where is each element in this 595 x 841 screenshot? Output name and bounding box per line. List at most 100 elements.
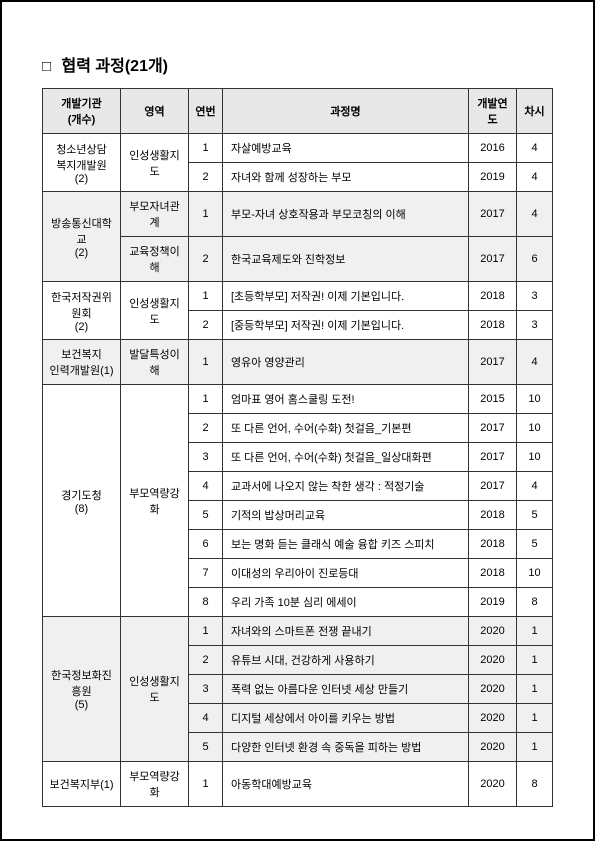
- cell-num: 1: [189, 340, 223, 385]
- cell-area: 인성생활지도: [121, 617, 189, 762]
- cell-course-name: 기적의 밥상머리교육: [223, 501, 469, 530]
- cell-time: 1: [517, 733, 553, 762]
- cell-num: 3: [189, 675, 223, 704]
- header-time: 차시: [517, 89, 553, 134]
- cell-year: 2017: [469, 472, 517, 501]
- cell-time: 3: [517, 282, 553, 311]
- cell-num: 1: [189, 192, 223, 237]
- cell-time: 10: [517, 414, 553, 443]
- cell-inst: 보건복지부(1): [43, 762, 121, 807]
- header-num: 연번: [189, 89, 223, 134]
- cell-area: 부모역량강화: [121, 385, 189, 617]
- cell-year: 2020: [469, 704, 517, 733]
- cell-year: 2020: [469, 675, 517, 704]
- cell-num: 1: [189, 282, 223, 311]
- cell-time: 10: [517, 385, 553, 414]
- cell-inst: 보건복지인력개발원(1): [43, 340, 121, 385]
- table-header-row: 개발기관(개수) 영역 연번 과정명 개발연도 차시: [43, 89, 553, 134]
- cell-num: 2: [189, 311, 223, 340]
- table-row: 방송통신대학교(2)부모자녀관계1부모-자녀 상호작용과 부모코칭의 이해201…: [43, 192, 553, 237]
- cell-area: 부모역량강화: [121, 762, 189, 807]
- cell-area: 부모자녀관계: [121, 192, 189, 237]
- cell-num: 1: [189, 134, 223, 163]
- cell-inst: 경기도청(8): [43, 385, 121, 617]
- cell-course-name: 유튜브 시대, 건강하게 사용하기: [223, 646, 469, 675]
- cell-course-name: 자녀와 함께 성장하는 부모: [223, 163, 469, 192]
- cell-num: 2: [189, 163, 223, 192]
- cell-course-name: 디지털 세상에서 아이를 키우는 방법: [223, 704, 469, 733]
- cell-course-name: 엄마표 영어 홈스쿨링 도전!: [223, 385, 469, 414]
- header-year: 개발연도: [469, 89, 517, 134]
- table-row: 보건복지부(1)부모역량강화1아동학대예방교육20208: [43, 762, 553, 807]
- header-area: 영역: [121, 89, 189, 134]
- cell-time: 4: [517, 134, 553, 163]
- cell-time: 4: [517, 163, 553, 192]
- cell-area: 발달특성이해: [121, 340, 189, 385]
- cell-course-name: 자살예방교육: [223, 134, 469, 163]
- cell-year: 2020: [469, 733, 517, 762]
- cell-course-name: 이대성의 우리아이 진로등대: [223, 559, 469, 588]
- table-body: 청소년상담복지개발원(2)인성생활지도1자살예방교육201642자녀와 함께 성…: [43, 134, 553, 807]
- page-title: 협력 과정(21개): [62, 52, 169, 76]
- cell-year: 2018: [469, 282, 517, 311]
- cell-year: 2019: [469, 163, 517, 192]
- cell-time: 4: [517, 340, 553, 385]
- cell-course-name: [중등학부모] 저작권! 이제 기본입니다.: [223, 311, 469, 340]
- cell-time: 4: [517, 472, 553, 501]
- cell-course-name: 우리 가족 10분 심리 에세이: [223, 588, 469, 617]
- cell-time: 6: [517, 237, 553, 282]
- cell-num: 2: [189, 237, 223, 282]
- table-row: 한국정보화진흥원(5)인성생활지도1자녀와의 스마트폰 전쟁 끝내기20201: [43, 617, 553, 646]
- table-row: 한국저작권위원회(2)인성생활지도1[초등학부모] 저작권! 이제 기본입니다.…: [43, 282, 553, 311]
- header-inst: 개발기관(개수): [43, 89, 121, 134]
- cell-num: 2: [189, 414, 223, 443]
- cell-time: 1: [517, 646, 553, 675]
- cell-time: 8: [517, 588, 553, 617]
- cell-course-name: 자녀와의 스마트폰 전쟁 끝내기: [223, 617, 469, 646]
- cell-year: 2017: [469, 340, 517, 385]
- cell-course-name: 또 다른 언어, 수어(수화) 첫걸음_일상대화편: [223, 443, 469, 472]
- cell-time: 10: [517, 443, 553, 472]
- document-page: □ 협력 과정(21개) 개발기관(개수) 영역 연번 과정명 개발연도 차시 …: [0, 0, 595, 841]
- cell-num: 1: [189, 617, 223, 646]
- cell-year: 2017: [469, 192, 517, 237]
- header-name: 과정명: [223, 89, 469, 134]
- cell-course-name: 부모-자녀 상호작용과 부모코칭의 이해: [223, 192, 469, 237]
- cell-time: 1: [517, 704, 553, 733]
- cell-num: 4: [189, 704, 223, 733]
- cell-year: 2018: [469, 559, 517, 588]
- cell-course-name: 또 다른 언어, 수어(수화) 첫걸음_기본편: [223, 414, 469, 443]
- cell-year: 2020: [469, 617, 517, 646]
- cell-course-name: 교과서에 나오지 않는 착한 생각 : 적정기술: [223, 472, 469, 501]
- cell-time: 5: [517, 501, 553, 530]
- cell-num: 1: [189, 385, 223, 414]
- table-row: 경기도청(8)부모역량강화1엄마표 영어 홈스쿨링 도전!201510: [43, 385, 553, 414]
- checkbox-icon: □: [42, 58, 51, 75]
- cell-course-name: 영유아 영양관리: [223, 340, 469, 385]
- cell-inst: 방송통신대학교(2): [43, 192, 121, 282]
- cell-year: 2018: [469, 530, 517, 559]
- cell-year: 2018: [469, 311, 517, 340]
- cell-course-name: 아동학대예방교육: [223, 762, 469, 807]
- cell-year: 2020: [469, 646, 517, 675]
- cell-time: 1: [517, 675, 553, 704]
- cell-year: 2015: [469, 385, 517, 414]
- cell-time: 1: [517, 617, 553, 646]
- cell-time: 5: [517, 530, 553, 559]
- cell-num: 5: [189, 733, 223, 762]
- cell-area: 교육정책이해: [121, 237, 189, 282]
- cell-course-name: 폭력 없는 아름다운 인터넷 세상 만들기: [223, 675, 469, 704]
- cell-year: 2020: [469, 762, 517, 807]
- courses-table: 개발기관(개수) 영역 연번 과정명 개발연도 차시 청소년상담복지개발원(2)…: [42, 88, 553, 807]
- cell-year: 2016: [469, 134, 517, 163]
- cell-time: 4: [517, 192, 553, 237]
- cell-year: 2017: [469, 237, 517, 282]
- cell-time: 8: [517, 762, 553, 807]
- cell-year: 2019: [469, 588, 517, 617]
- cell-inst: 청소년상담복지개발원(2): [43, 134, 121, 192]
- cell-course-name: 다양한 인터넷 환경 속 중독을 피하는 방법: [223, 733, 469, 762]
- cell-num: 2: [189, 646, 223, 675]
- cell-inst: 한국저작권위원회(2): [43, 282, 121, 340]
- cell-num: 4: [189, 472, 223, 501]
- table-row: 청소년상담복지개발원(2)인성생활지도1자살예방교육20164: [43, 134, 553, 163]
